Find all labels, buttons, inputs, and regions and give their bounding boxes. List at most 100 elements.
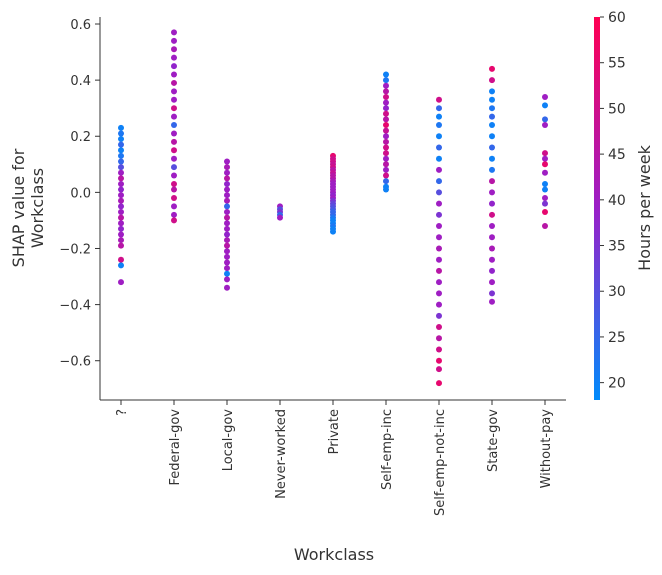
point	[436, 279, 442, 286]
point	[171, 147, 177, 154]
point	[224, 231, 230, 238]
point	[436, 189, 442, 196]
point	[224, 265, 230, 272]
point	[171, 211, 177, 218]
colorbar-tick-label: 45	[608, 147, 626, 163]
point	[224, 180, 230, 187]
point	[383, 186, 389, 193]
point	[489, 234, 495, 241]
point	[489, 256, 495, 263]
point	[171, 37, 177, 44]
point	[118, 169, 124, 176]
point	[489, 155, 495, 162]
point	[383, 133, 389, 140]
point	[542, 116, 548, 123]
point	[383, 172, 389, 179]
x-tick-label: State-gov	[486, 409, 501, 472]
point	[489, 77, 495, 84]
point	[436, 267, 442, 274]
point	[489, 290, 495, 297]
point	[383, 105, 389, 112]
point	[436, 245, 442, 252]
point	[171, 203, 177, 210]
point	[224, 270, 230, 277]
y-tick-label: −0.2	[59, 242, 91, 257]
x-tick-label: Self-emp-not-inc	[433, 409, 448, 516]
colorbar-tick-label: 25	[608, 330, 626, 346]
point	[542, 150, 548, 157]
point	[118, 152, 124, 159]
point	[542, 155, 548, 162]
point	[224, 242, 230, 249]
point	[489, 166, 495, 173]
point	[383, 116, 389, 123]
x-tick-label: Local-gov	[221, 409, 236, 472]
point	[224, 158, 230, 165]
point	[489, 96, 495, 103]
y-axis-label: Workclass	[28, 168, 47, 248]
point	[118, 158, 124, 165]
point	[542, 161, 548, 168]
point	[542, 122, 548, 129]
point	[224, 164, 230, 171]
point	[224, 259, 230, 266]
point	[171, 96, 177, 103]
point	[171, 217, 177, 224]
y-tick-label: 0.6	[70, 18, 91, 33]
point	[118, 209, 124, 216]
y-tick-label: −0.6	[59, 355, 91, 370]
point	[118, 279, 124, 286]
point	[171, 54, 177, 61]
point	[224, 237, 230, 244]
point	[118, 256, 124, 263]
y-tick-label: 0.4	[70, 74, 91, 89]
point	[171, 194, 177, 201]
point	[118, 214, 124, 221]
point	[171, 71, 177, 78]
point	[118, 147, 124, 154]
point	[383, 166, 389, 173]
point	[118, 225, 124, 232]
point	[383, 82, 389, 89]
point	[436, 357, 442, 364]
point	[383, 150, 389, 157]
point	[542, 186, 548, 193]
point	[489, 122, 495, 129]
point	[224, 203, 230, 210]
point	[436, 301, 442, 308]
point	[171, 130, 177, 137]
point	[542, 200, 548, 207]
point	[489, 211, 495, 218]
point	[118, 242, 124, 249]
point	[383, 77, 389, 84]
point	[224, 248, 230, 255]
point	[436, 105, 442, 112]
point	[436, 96, 442, 103]
point	[383, 138, 389, 145]
point	[436, 290, 442, 297]
point	[489, 267, 495, 274]
point	[171, 164, 177, 171]
point	[224, 214, 230, 221]
point	[436, 166, 442, 173]
point	[489, 279, 495, 286]
point	[489, 189, 495, 196]
point	[489, 133, 495, 140]
point	[118, 180, 124, 187]
point	[224, 186, 230, 193]
point	[436, 178, 442, 185]
point	[489, 223, 495, 230]
point	[489, 105, 495, 112]
point	[171, 29, 177, 36]
point	[171, 180, 177, 187]
point	[383, 155, 389, 162]
point	[436, 335, 442, 342]
point	[118, 262, 124, 269]
point	[171, 113, 177, 120]
point	[542, 169, 548, 176]
point	[383, 122, 389, 129]
point	[118, 141, 124, 148]
point	[436, 366, 442, 373]
colorbar-tick-label: 50	[608, 101, 626, 117]
